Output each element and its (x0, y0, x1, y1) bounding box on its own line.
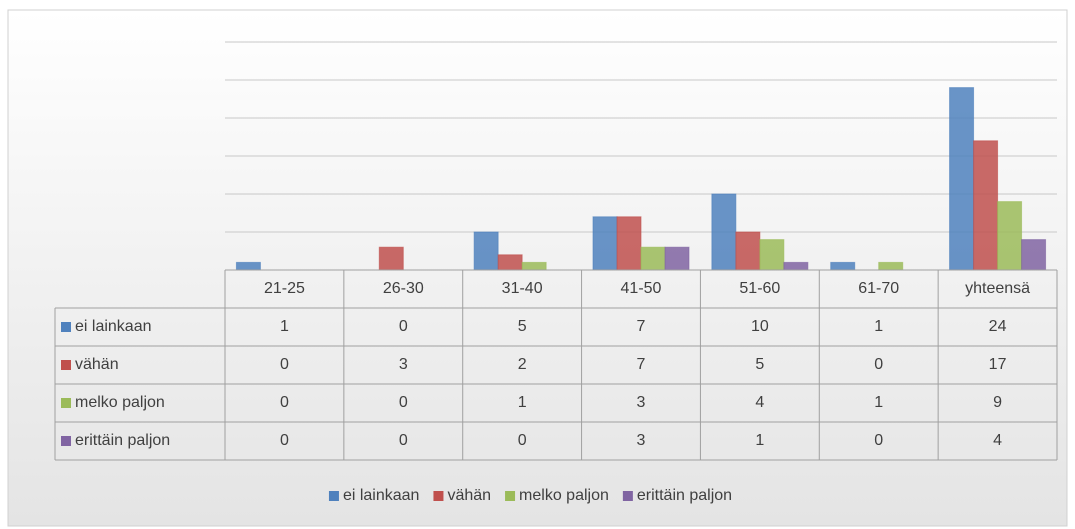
bar (759, 239, 785, 271)
bar (235, 261, 261, 271)
x-tick-label: 61-70 (858, 280, 899, 297)
table-value: 4 (993, 432, 1002, 449)
table-value: 0 (874, 432, 883, 449)
table-value: 0 (280, 394, 289, 411)
bar (664, 246, 690, 271)
legend-key (61, 360, 71, 370)
table-value: 0 (280, 432, 289, 449)
legend-label: ei lainkaan (343, 487, 420, 504)
table-value: 1 (755, 432, 764, 449)
row-label: melko paljon (75, 394, 165, 411)
legend-key (61, 398, 71, 408)
bar (949, 87, 975, 271)
bar (616, 216, 642, 271)
table-value: 5 (518, 318, 527, 335)
table-value: 7 (637, 318, 646, 335)
row-label: erittäin paljon (75, 432, 170, 449)
table-value: 3 (637, 432, 646, 449)
legend-key (433, 491, 444, 501)
bar (521, 261, 547, 271)
x-tick-label: 51-60 (739, 280, 780, 297)
table-value: 1 (280, 318, 289, 335)
bar (640, 246, 666, 271)
bar (973, 140, 999, 271)
bar (592, 216, 618, 271)
table-value: 17 (989, 356, 1007, 373)
table-value: 0 (399, 394, 408, 411)
table-value: 0 (399, 318, 408, 335)
legend-key (61, 436, 71, 446)
x-tick-label: 31-40 (502, 280, 543, 297)
table-value: 0 (280, 356, 289, 373)
table-value: 0 (874, 356, 883, 373)
bar (497, 254, 523, 271)
legend-key (61, 322, 71, 332)
legend-label: erittäin paljon (637, 487, 732, 504)
table-value: 0 (399, 432, 408, 449)
legend-label: melko paljon (519, 487, 609, 504)
table-value: 24 (989, 318, 1007, 335)
bar (830, 261, 856, 271)
bar (1021, 239, 1047, 271)
table-value: 9 (993, 394, 1002, 411)
row-label: vähän (75, 356, 119, 373)
legend-key (622, 491, 633, 501)
table-value: 1 (518, 394, 527, 411)
table-value: 7 (637, 356, 646, 373)
bar (711, 193, 737, 271)
legend-key (328, 491, 339, 501)
table-value: 3 (637, 394, 646, 411)
table-value: 4 (755, 394, 764, 411)
legend-label: vähän (447, 487, 491, 504)
table-value: 1 (874, 394, 883, 411)
table-value: 3 (399, 356, 408, 373)
bar (783, 261, 809, 271)
x-tick-label: yhteensä (965, 280, 1030, 297)
x-tick-label: 26-30 (383, 280, 424, 297)
table-value: 1 (874, 318, 883, 335)
bar (378, 246, 404, 271)
table-value: 2 (518, 356, 527, 373)
bar (473, 231, 499, 271)
table-value: 5 (755, 356, 764, 373)
x-tick-label: 21-25 (264, 280, 305, 297)
table-value: 0 (518, 432, 527, 449)
bar (997, 201, 1023, 271)
legend-key (505, 491, 516, 501)
bar (735, 231, 761, 271)
bar (878, 261, 904, 271)
x-tick-label: 41-50 (621, 280, 662, 297)
table-value: 10 (751, 318, 769, 335)
row-label: ei lainkaan (75, 318, 152, 335)
